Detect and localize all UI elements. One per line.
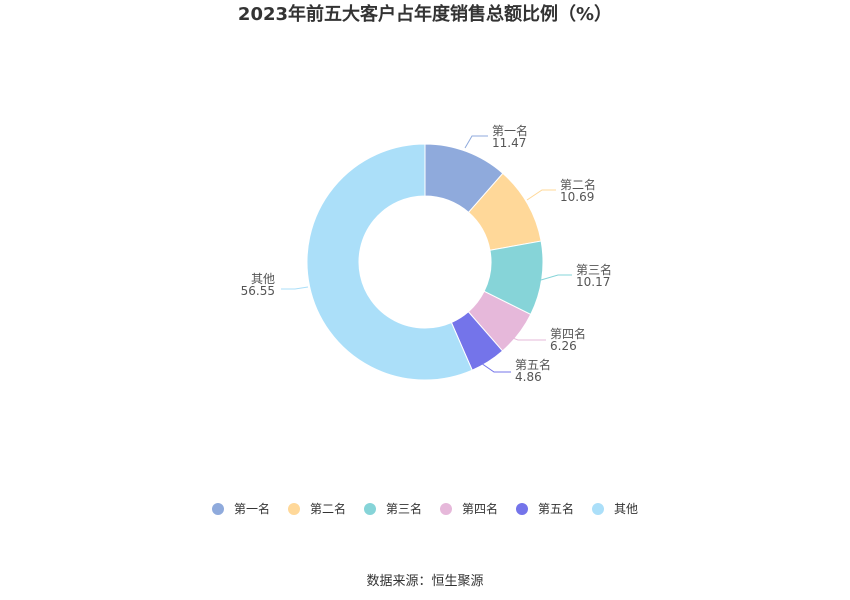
slice-label-name-1: 第一名	[492, 123, 528, 138]
legend-item-5[interactable]: 第五名	[516, 500, 574, 517]
legend-item-2[interactable]: 第二名	[287, 500, 346, 517]
donut-slice-6[interactable]	[306, 143, 473, 381]
slice-label-name-5: 第五名	[515, 357, 551, 372]
legend-marker-6	[592, 502, 605, 515]
legend-marker-3	[363, 502, 376, 515]
slice-label-name-4: 第四名	[550, 326, 586, 341]
legend-marker-1	[211, 502, 224, 515]
legend-label-3: 第三名	[385, 502, 422, 516]
slice-label-value-6: 56.55	[241, 284, 275, 298]
legend-label-4: 第四名	[462, 502, 499, 516]
leader-line-5	[477, 360, 511, 373]
slice-label-value-2: 10.69	[560, 190, 594, 204]
data-source: 数据来源：恒生聚源	[366, 574, 484, 589]
leader-line-2	[526, 189, 556, 201]
leader-line-1	[464, 135, 488, 149]
slice-label-name-6: 其他	[251, 272, 275, 286]
legend-label-5: 第五名	[538, 502, 575, 516]
legend-item-1[interactable]: 第一名	[211, 500, 270, 517]
legend-item-3[interactable]: 第三名	[363, 500, 422, 517]
legend-label-6: 其他	[614, 502, 639, 516]
slice-label-name-3: 第三名	[576, 262, 612, 277]
legend-label-1: 第一名	[233, 502, 270, 516]
slice-label-value-4: 6.26	[550, 339, 577, 353]
slice-label-value-5: 4.86	[515, 370, 542, 384]
legend-item-6[interactable]: 其他	[592, 500, 638, 517]
chart-legend: 第一名 第二名 第三名 第四名 第五名 其他	[0, 500, 850, 517]
slice-label-value-3: 10.17	[576, 275, 610, 289]
leader-line-6	[281, 286, 309, 290]
legend-marker-4	[440, 502, 452, 515]
legend-marker-5	[516, 502, 529, 515]
legend-item-4[interactable]: 第四名	[440, 500, 498, 517]
leader-line-4	[501, 333, 546, 341]
legend-marker-2	[287, 502, 300, 515]
slice-label-name-2: 第二名	[560, 177, 596, 192]
slice-label-value-1: 11.47	[492, 136, 526, 150]
chart-title: 2023年前五大客户占年度销售总额比例（%）	[237, 4, 613, 25]
legend-label-2: 第二名	[309, 502, 346, 516]
leader-line-3	[540, 274, 572, 281]
